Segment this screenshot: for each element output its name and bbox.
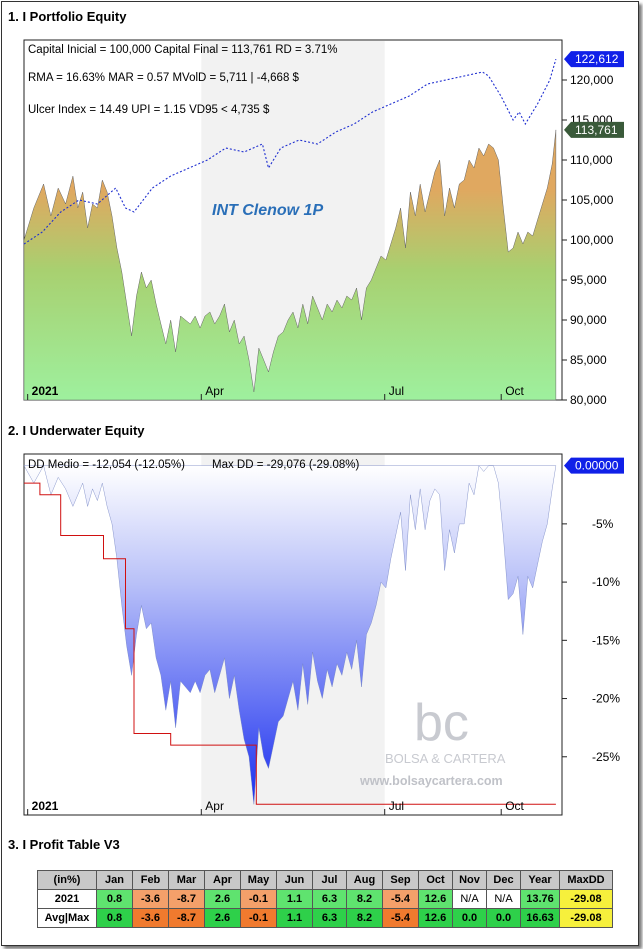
profit-cell: 2.6 (204, 908, 241, 928)
underwater-x-tick-label: Apr (205, 799, 224, 813)
profit-cell: N/A (486, 889, 521, 909)
equity-x-tick-label: Apr (205, 384, 224, 398)
equity-y-tick-label: 95,000 (570, 273, 607, 287)
profit-table-row: Avg|Max 0.8 -3.6 -8.7 2.6 -0.1 1.1 6.3 8.2 -5.4 12… (37, 908, 613, 928)
profit-table-header: (in%) Jan Feb Mar Apr May Jun Jul Aug Sep Oct Nov De… (37, 870, 613, 890)
underwater-area-series (23, 464, 557, 805)
underwater-y-tick-label: -5% (592, 517, 614, 531)
profit-cell: 16.63 (520, 908, 560, 928)
equity-value-badge (564, 121, 624, 138)
underwater-y-tick-label: -25% (592, 750, 620, 764)
profit-cell: 0.8 (96, 908, 133, 928)
benchmark-dotted-series (23, 58, 557, 245)
profit-col-header: Aug (346, 870, 383, 890)
profit-cell: 13.76 (520, 889, 560, 909)
equity-section-title: 1. I Portfolio Equity (8, 9, 127, 24)
watermark-url: www.bolsaycartera.com (359, 774, 503, 788)
profit-col-header: (in%) (37, 870, 97, 890)
profit-cell: -29.08 (559, 889, 613, 909)
equity-x-tick-label: Oct (505, 384, 524, 398)
profit-cell: -8.7 (168, 908, 205, 928)
max-dd-info: Max DD = -29,076 (-29.08%) (212, 459, 359, 471)
profit-cell: 6.3 (312, 889, 347, 909)
profit-cell: 8.2 (346, 889, 383, 909)
profit-col-header: Nov (452, 870, 487, 890)
profit-col-header: MaxDD (559, 870, 613, 890)
profit-cell: 1.1 (276, 889, 313, 909)
profit-cell: -29.08 (559, 908, 613, 928)
equity-y-tick-label: 80,000 (570, 393, 607, 407)
profit-cell: 6.3 (312, 908, 347, 928)
profit-col-header: Apr (204, 870, 241, 890)
profit-cell: 2.6 (204, 889, 241, 909)
equity-area-series (23, 129, 557, 401)
profit-col-header: Jan (96, 870, 133, 890)
profit-col-header: Jun (276, 870, 313, 890)
profit-col-header: Dec (486, 870, 521, 890)
profit-table: (in%) Jan Feb Mar Apr May Jun Jul Aug Sep Oct Nov De… (37, 870, 613, 928)
max-drawdown-step-line (24, 482, 556, 805)
underwater-chart: -5% -10% -15% -20% -25% 2021 Apr Jul Oct DD Medio… (23, 453, 624, 816)
equity-y-tick-label: 85,000 (570, 353, 607, 367)
profit-table-row: 2021 0.8 -3.6 -8.7 2.6 -0.1 1.1 6.3 8.2 -5.4 12.6 N… (37, 889, 613, 909)
benchmark-value-badge (564, 51, 624, 68)
profit-row-label: 2021 (37, 889, 97, 909)
profit-section-title: 3. I Profit Table V3 (8, 837, 120, 852)
profit-col-header: Jul (312, 870, 347, 890)
underwater-section-title: 2. I Underwater Equity (8, 423, 145, 438)
strategy-label: INT Clenow 1P (212, 202, 323, 219)
profit-cell: 0.0 (486, 908, 521, 928)
profit-cell: N/A (452, 889, 487, 909)
current-drawdown-badge (564, 457, 624, 474)
equity-y-tick-label: 110,000 (570, 153, 613, 167)
profit-cell: 12.6 (418, 908, 453, 928)
underwater-x-tick-label: 2021 (32, 799, 59, 813)
equity-chart: 80,000 85,000 90,000 95,000 100,000 105,000 11… (23, 39, 624, 407)
equity-y-tick-label: 100,000 (570, 233, 614, 247)
equity-info-line-2: RMA = 16.63% MAR = 0.57 MVolD = 5,711 | … (28, 72, 300, 84)
profit-col-header: Year (520, 870, 560, 890)
equity-info-line-1: Capital Inicial = 100,000 Capital Final … (28, 44, 338, 56)
watermark-logo: bc (414, 694, 469, 752)
watermark-brand: BOLSA & CARTERA (385, 751, 506, 766)
equity-x-tick-label: 2021 (32, 384, 59, 398)
equity-value-text: 113,761 (575, 123, 618, 137)
underwater-x-tick-label: Jul (389, 799, 404, 813)
profit-cell: -8.7 (168, 889, 205, 909)
profit-row-label: Avg|Max (37, 908, 97, 928)
profit-cell: -5.4 (382, 908, 419, 928)
profit-cell: -3.6 (132, 889, 169, 909)
equity-y-tick-label: 105,000 (570, 193, 614, 207)
underwater-y-tick-label: -20% (592, 692, 620, 706)
underwater-y-tick-label: -15% (592, 633, 620, 647)
profit-cell: -0.1 (240, 908, 277, 928)
profit-col-header: Mar (168, 870, 205, 890)
profit-cell: 0.0 (452, 908, 487, 928)
equity-y-tick-label: 120,000 (570, 73, 614, 87)
underwater-y-tick-label: -10% (592, 575, 620, 589)
equity-x-tick-label: Jul (389, 384, 404, 398)
profit-cell: 0.8 (96, 889, 133, 909)
profit-cell: -5.4 (382, 889, 419, 909)
current-drawdown-text: 0.00000 (575, 459, 619, 473)
profit-cell: 8.2 (346, 908, 383, 928)
profit-col-header: Sep (382, 870, 419, 890)
profit-col-header: May (240, 870, 277, 890)
equity-info-line-3: Ulcer Index = 14.49 UPI = 1.15 VD95 < 4,… (28, 104, 270, 116)
profit-cell: 1.1 (276, 908, 313, 928)
profit-cell: -0.1 (240, 889, 277, 909)
benchmark-value-text: 122,612 (575, 52, 619, 66)
dd-medio-info: DD Medio = -12,054 (-12.05%) (28, 459, 185, 471)
equity-y-tick-label: 90,000 (570, 313, 607, 327)
profit-col-header: Feb (132, 870, 169, 890)
profit-cell: -3.6 (132, 908, 169, 928)
profit-col-header: Oct (418, 870, 453, 890)
profit-cell: 12.6 (418, 889, 453, 909)
underwater-x-tick-label: Oct (505, 799, 524, 813)
